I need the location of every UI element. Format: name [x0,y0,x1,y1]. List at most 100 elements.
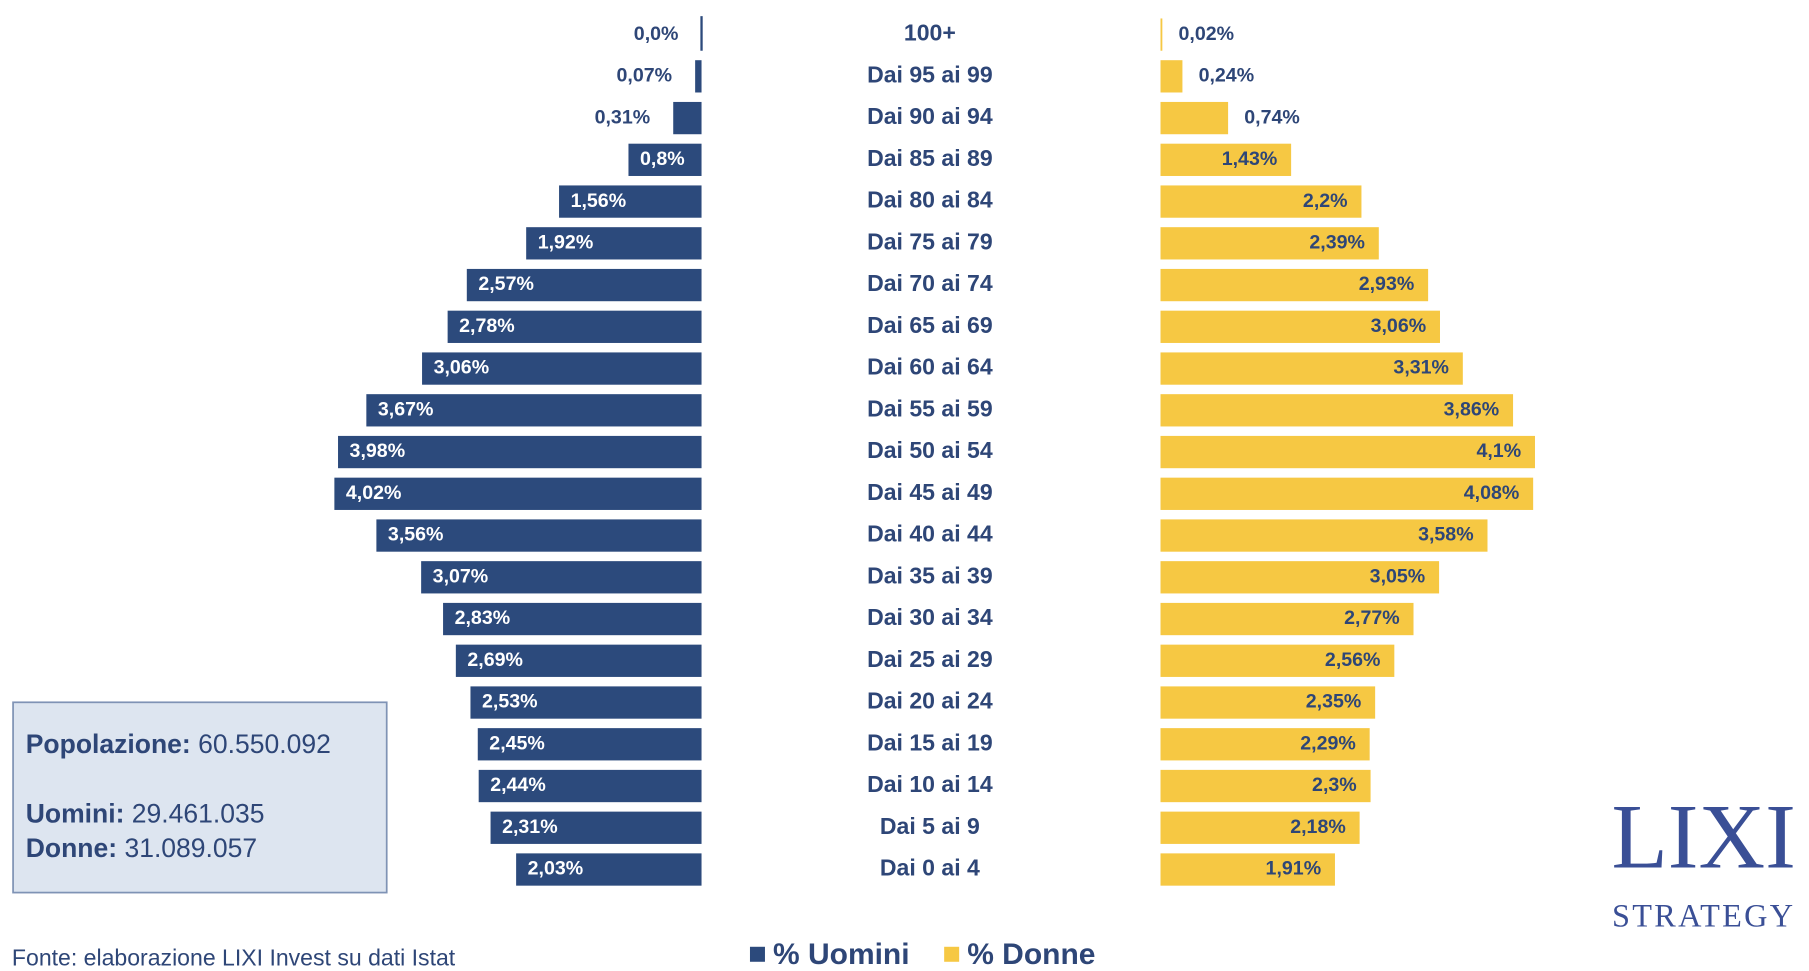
value-label: 2,44% [490,774,546,796]
legend-label: % Uomini [773,938,910,971]
category-label: Dai 65 ai 69 [867,312,993,338]
legend-swatch [749,946,765,962]
bar [447,310,702,343]
info-label: Donne: [26,833,117,863]
value-label: 2,93% [1359,273,1415,295]
bar [1160,185,1362,218]
legend-label: % Donne [967,938,1095,971]
bar [695,60,702,93]
bar [376,519,702,552]
value-label: 0,02% [1178,23,1234,45]
value-label: 3,05% [1370,565,1426,587]
bar [477,728,702,761]
value-label: 2,78% [459,315,515,337]
value-label: 4,1% [1476,440,1521,462]
value-label: 3,06% [1371,315,1427,337]
value-label: 2,45% [489,732,545,754]
bar [334,477,702,510]
info-value: 60.550.092 [198,729,331,759]
bar [490,811,702,844]
value-label: 0,74% [1244,106,1300,128]
category-label: Dai 95 ai 99 [867,61,993,87]
info-line: Donne: 31.089.057 [26,833,257,863]
bar [673,101,702,135]
value-label: 3,56% [388,524,444,546]
value-label: 3,67% [378,398,434,420]
bar [1160,561,1440,594]
category-label: Dai 75 ai 79 [867,228,993,254]
category-label: Dai 45 ai 49 [867,479,993,505]
value-label: 2,83% [455,607,511,629]
bar [366,394,702,427]
bar [1160,686,1376,719]
category-label: Dai 0 ai 4 [880,855,980,881]
category-label: Dai 5 ai 9 [880,813,980,839]
value-label: 0,8% [640,148,685,170]
bar [559,185,702,218]
value-label: 2,3% [1312,774,1357,796]
bar [422,352,702,385]
value-label: 4,08% [1464,482,1520,504]
value-label: 0,07% [617,65,673,87]
category-label: Dai 10 ai 14 [867,771,993,797]
value-label: 3,58% [1418,524,1474,546]
bar [1160,227,1379,260]
bar [443,602,702,636]
value-label: 4,02% [346,482,402,504]
value-label: 0,24% [1199,65,1255,87]
info-label: Uomini: [26,798,125,828]
info-value: 31.089.057 [124,833,257,863]
bar [338,435,702,469]
bar [1160,728,1370,761]
info-box [12,701,388,894]
category-label: Dai 15 ai 19 [867,729,993,755]
bar [421,561,702,594]
bar [1160,519,1488,552]
category-label: Dai 90 ai 94 [867,103,993,129]
value-label: 0,31% [595,106,651,128]
value-label: 3,07% [433,565,489,587]
category-label: Dai 80 ai 84 [867,187,993,213]
bar [470,686,702,719]
value-label: 0,0% [634,23,679,45]
logo-text: LIXI [1611,786,1795,888]
bar [1160,268,1429,302]
category-label: Dai 20 ai 24 [867,688,993,714]
logo-subtext: STRATEGY [1612,898,1795,934]
category-label: 100+ [904,20,956,46]
info-label: Popolazione: [26,729,191,759]
bar [1160,769,1371,803]
value-label: 2,53% [482,691,538,713]
info-value: 29.461.035 [132,798,265,828]
value-label: 2,56% [1325,649,1381,671]
category-label: Dai 50 ai 54 [867,437,993,463]
value-label: 1,56% [571,190,627,212]
value-label: 2,03% [528,858,584,880]
legend-swatch [944,946,960,962]
value-label: 2,77% [1344,607,1400,629]
value-label: 3,06% [434,357,490,379]
bar [1160,435,1535,469]
value-label: 3,98% [350,440,406,462]
bar [1160,477,1534,510]
bar [1160,352,1463,385]
bar [1160,853,1335,886]
value-label: 3,31% [1393,357,1449,379]
category-label: Dai 25 ai 29 [867,646,993,672]
category-label: Dai 85 ai 89 [867,145,993,171]
bar [628,143,702,176]
category-label: Dai 30 ai 34 [867,604,993,630]
value-label: 3,86% [1444,398,1500,420]
value-label: 2,29% [1300,732,1356,754]
value-label: 2,57% [478,273,534,295]
value-label: 2,31% [502,816,558,838]
info-line: Popolazione: 60.550.092 [26,729,331,759]
bar [455,644,702,677]
value-label: 2,18% [1290,816,1346,838]
category-label: Dai 60 ai 64 [867,354,993,380]
value-label: 1,43% [1222,148,1278,170]
bar [478,769,702,803]
bar [1160,101,1229,135]
value-label: 1,91% [1266,858,1322,880]
